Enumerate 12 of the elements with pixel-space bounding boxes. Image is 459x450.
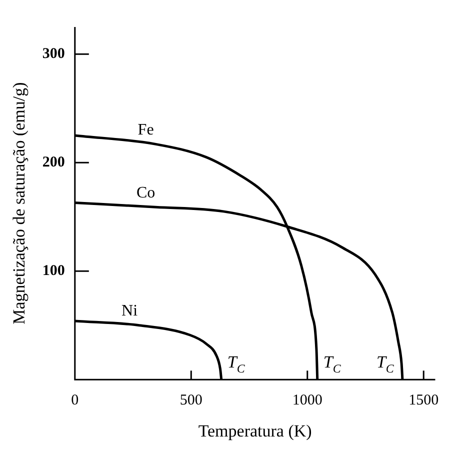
x-tick-label: 500 xyxy=(180,392,202,409)
x-axis-title: Temperatura (K) xyxy=(198,421,312,440)
series-label: Co xyxy=(136,184,156,202)
series-label: Ni xyxy=(122,302,138,320)
y-tick-label: 300 xyxy=(42,46,65,62)
x-tick-label: 1000 xyxy=(292,392,322,409)
x-tick-label: 0 xyxy=(71,392,79,409)
y-tick-label: 200 xyxy=(42,154,65,170)
x-tick-label: 1500 xyxy=(408,392,439,409)
y-tick-label: 100 xyxy=(42,262,65,279)
series-label: Fe xyxy=(138,121,154,138)
y-axis-title: Magnetização de saturação (emu/g) xyxy=(10,82,29,324)
